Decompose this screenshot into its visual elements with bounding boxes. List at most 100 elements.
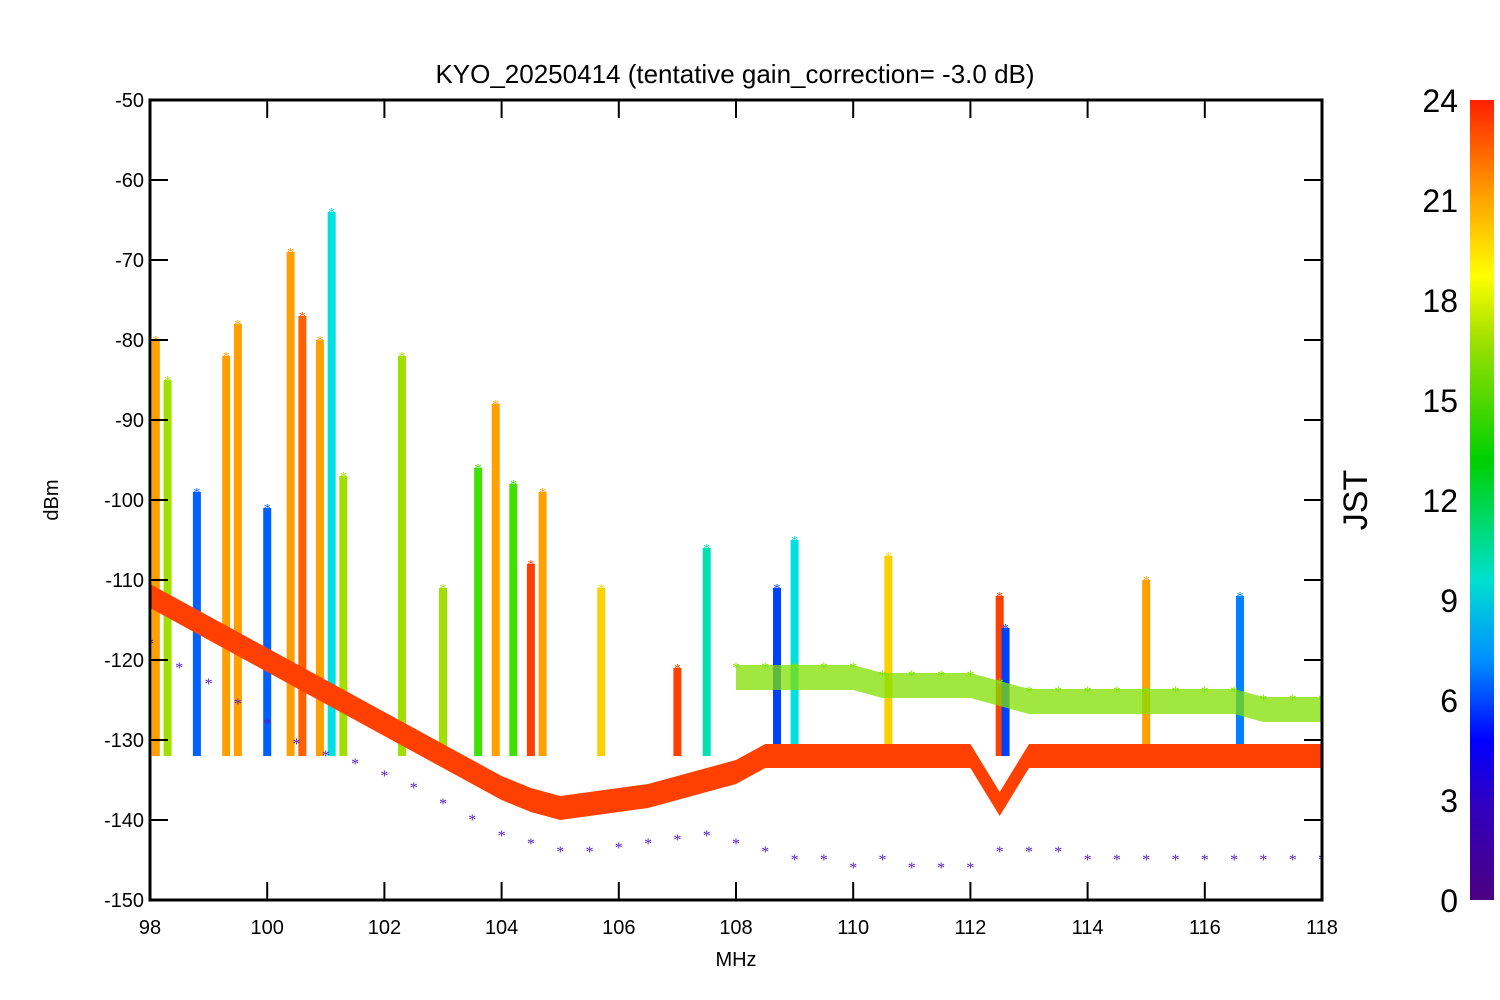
series-1-point-3: * [234,696,242,713]
series-band-overlay [736,746,1322,814]
series-0-point-11: * [468,764,476,781]
peak-column-3 [222,356,231,756]
colorbar-axis: 0 3 6 9 12 15 18 21 24 [1422,83,1458,919]
series-1-point-23: * [820,852,828,869]
series-1-point-27: * [937,860,945,877]
series-1-point-11: * [468,812,476,829]
series-1-point-1: * [175,660,183,677]
series-0-point-3: * [234,636,242,653]
peak-column-14 [491,404,500,756]
peak-column-10 [339,476,348,756]
series-0-point-4: * [263,652,271,669]
series-1-point-6: * [322,748,330,765]
series-1-point-4: * [263,716,271,733]
peak-marker-16: * [527,558,534,573]
peak-column-1 [163,380,172,756]
peak-marker-25: * [1002,622,1009,637]
peak-marker-27: * [1236,590,1243,605]
y-tick-label-1: -60 [115,170,144,192]
colorbar-tick-label-3: 9 [1440,583,1458,619]
x-tick-label-1: 100 [251,917,284,939]
series-2-point-12: * [1084,684,1092,701]
peak-column-20 [702,548,711,756]
x-tick-label-8: 114 [1072,917,1104,939]
peak-marker-2: * [193,486,200,501]
y-tick-label-0: -50 [115,90,144,112]
peak-marker-14: * [492,398,499,413]
peak-marker-4: * [234,318,241,333]
series-1-point-35: * [1172,852,1180,869]
series-0-point-16: * [615,792,623,809]
series-0-point-13: * [527,792,535,809]
y-tick-label-5: -100 [104,490,144,512]
x-tick-label-2: 102 [368,917,401,939]
x-tick-label-5: 108 [719,917,752,939]
peak-marker-3: * [223,350,230,365]
series-band-2 [736,665,1322,722]
colorbar-tick-label-1: 3 [1440,783,1458,819]
peak-column-11 [397,356,406,756]
peak-column-13 [474,468,483,756]
series-1-point-33: * [1113,852,1121,869]
peak-marker-8: * [316,334,323,349]
peak-marker-24: * [996,590,1003,605]
peak-marker-26: * [1143,574,1150,589]
series-2-point-16: * [1201,684,1209,701]
peak-column-15 [509,484,518,756]
x-tick-label-3: 104 [485,917,518,939]
peak-column-22 [790,540,799,756]
series-2-point-8: * [966,668,974,685]
series-0-point-18: * [673,780,681,797]
y-tick-label-9: -140 [104,810,144,832]
series-1-point-16: * [615,840,623,857]
y-tick-label-4: -90 [115,410,144,432]
series-2-point-17: * [1230,684,1238,701]
series-1-point-32: * [1084,852,1092,869]
series-1-point-17: * [644,836,652,853]
peak-marker-0: * [152,334,159,349]
series-1-point-29: * [996,844,1004,861]
series-2-point-14: * [1142,684,1150,701]
series-1-point-30: * [1025,844,1033,861]
peak-column-16 [526,564,535,756]
series-2-point-15: * [1172,684,1180,701]
peak-column-6 [286,252,295,756]
series-0-point-12: * [498,780,506,797]
peak-marker-9: * [328,206,335,221]
series-0-point-14: * [556,800,564,817]
peak-marker-12: * [440,582,447,597]
series-2-point-10: * [1025,684,1033,701]
series-1-point-19: * [703,828,711,845]
series-2-point-18: * [1259,692,1267,709]
series-0-point-5: * [293,668,301,685]
colorbar-tick-label-5: 15 [1422,383,1458,419]
colorbar-label: JST [1337,470,1375,530]
peak-marker-11: * [398,350,405,365]
peak-column-5 [263,508,272,756]
peak-marker-10: * [340,470,347,485]
series-1-point-5: * [293,736,301,753]
series-2-point-4: * [849,660,857,677]
peak-column-7 [298,316,307,756]
peak-marker-18: * [598,582,605,597]
series-1-point-39: * [1289,852,1297,869]
series-0-point-1: * [175,604,183,621]
x-tick-label-6: 110 [837,917,869,939]
series-1-point-15: * [586,844,594,861]
series-1-point-12: * [498,828,506,845]
series-2-point-5: * [879,668,887,685]
peak-column-26 [1142,580,1151,756]
peak-column-4 [233,324,242,756]
peak-marker-20: * [703,542,710,557]
colorbar-tick-label-6: 18 [1422,283,1458,319]
series-1-point-28: * [966,860,974,877]
series-0-point-6: * [322,684,330,701]
peak-marker-21: * [774,582,781,597]
colorbar-tick-label-7: 21 [1422,183,1458,219]
x-tick-label-7: 112 [954,917,986,939]
x-tick-label-9: 116 [1189,917,1221,939]
series-0-point-19: * [703,772,711,789]
x-axis-label: MHz [715,949,756,971]
peak-column-9 [327,212,336,756]
